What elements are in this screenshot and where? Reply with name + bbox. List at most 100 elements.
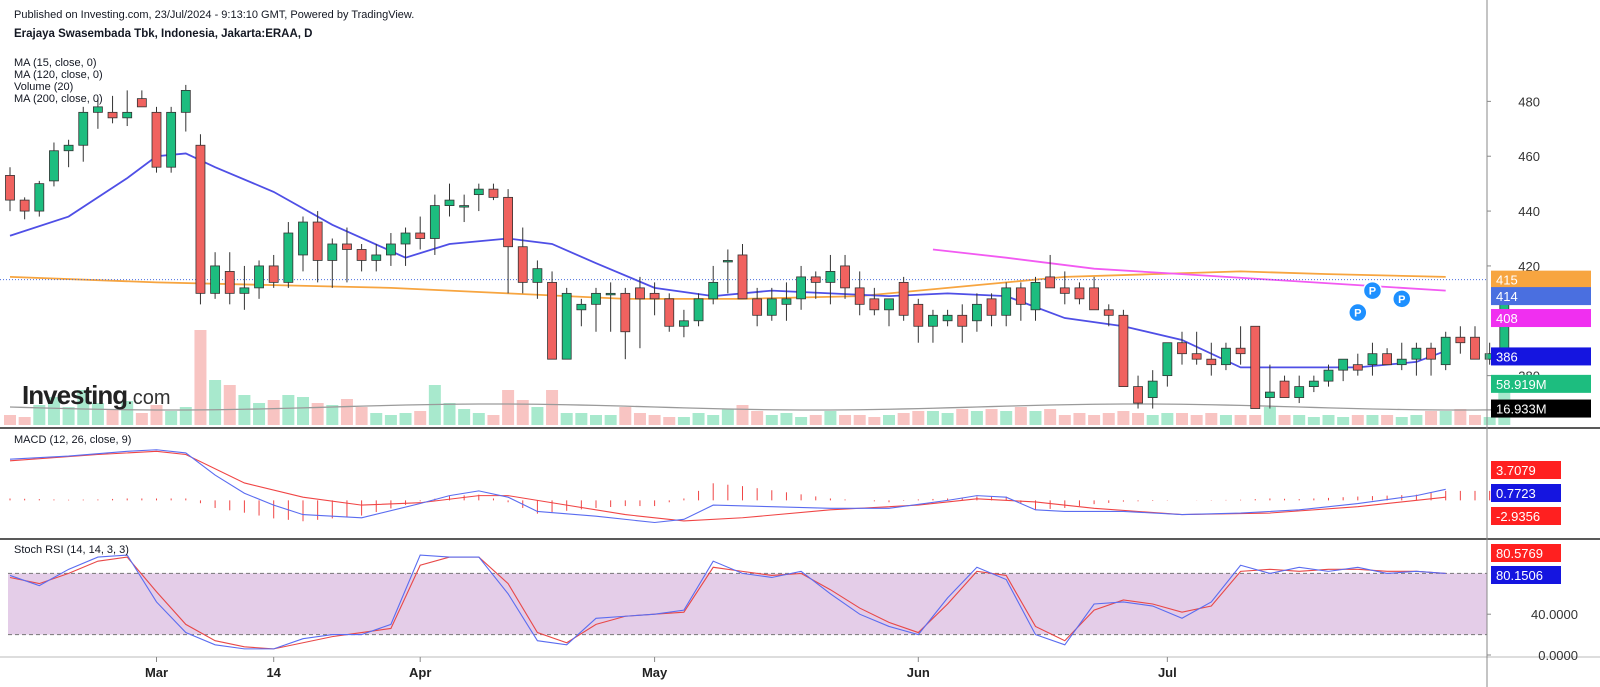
volume-bar <box>707 415 720 425</box>
stoch-value-box <box>1491 544 1561 562</box>
volume-bar <box>297 397 309 425</box>
volume-bar <box>326 405 339 425</box>
candle-body <box>107 111 118 119</box>
volume-bar <box>223 385 236 425</box>
candle-body <box>898 281 909 316</box>
volume-bar <box>4 415 16 425</box>
macd-value-text: 3.7079 <box>1496 463 1536 478</box>
candle-body <box>1440 336 1451 366</box>
candle-body <box>224 271 235 294</box>
time-tick-label: Jun <box>907 665 930 680</box>
candle-body <box>913 303 924 327</box>
volume-bar <box>604 415 617 425</box>
stoch-legend: Stoch RSI (14, 14, 3, 3) <box>14 544 129 556</box>
candle-body <box>1001 287 1012 316</box>
candle-body <box>342 243 352 250</box>
candle-body <box>1103 309 1114 316</box>
candle-body <box>854 287 865 305</box>
candle-body <box>400 232 411 245</box>
candle-body <box>532 268 543 283</box>
volume-bar <box>1146 415 1159 425</box>
candle-body <box>1235 347 1246 355</box>
candle-body <box>1367 353 1378 366</box>
volume-bar <box>912 411 925 425</box>
volume-bar <box>1395 417 1408 425</box>
volume-bar <box>692 413 705 425</box>
volume-bar <box>648 415 661 425</box>
volume-bar <box>1425 411 1438 425</box>
price-label-text: 58.919M <box>1496 377 1547 392</box>
candle-body <box>1250 325 1261 409</box>
candle-body <box>869 298 880 311</box>
volume-bar <box>1190 415 1203 425</box>
volume-bar <box>633 413 646 425</box>
volume-bar <box>399 413 412 425</box>
volume-bar <box>897 413 910 425</box>
macd-pane <box>9 449 1505 524</box>
volume-bar <box>238 395 251 425</box>
candle-body <box>1221 347 1231 366</box>
volume-bar <box>1058 415 1071 425</box>
candle-body <box>1030 281 1041 311</box>
candle-body <box>693 298 704 322</box>
volume-bar <box>1381 415 1394 425</box>
candle-body <box>1206 358 1217 366</box>
candle-body <box>1133 386 1143 404</box>
volume-bar <box>941 413 954 425</box>
macd-value-text: 0.7723 <box>1496 486 1536 501</box>
stoch-tick-label: 40.0000 <box>1531 607 1578 622</box>
candle-body <box>1147 380 1158 398</box>
volume-bar <box>619 407 632 425</box>
price-axis: 48046044042038041541440838658.919M16.933… <box>1486 0 1591 687</box>
volume-bar <box>91 403 104 425</box>
volume-bar <box>575 413 588 425</box>
volume-bar <box>502 390 515 425</box>
candle-body <box>1338 358 1349 371</box>
volume-bar <box>1483 417 1496 425</box>
volume-bar <box>956 409 969 425</box>
candle-body <box>722 260 733 263</box>
volume-bar <box>1176 413 1188 425</box>
candle-body <box>1352 364 1363 371</box>
macd-line <box>9 449 1446 524</box>
volume-bar <box>1014 407 1027 425</box>
price-label-text: 415 <box>1496 273 1518 288</box>
macd-value-box <box>1491 507 1561 525</box>
volume-bar <box>1088 415 1101 425</box>
time-tick-label: May <box>642 665 668 680</box>
volume-bar <box>33 405 46 425</box>
volume-bar <box>253 403 266 425</box>
volume-bar <box>1117 411 1130 425</box>
candle-body <box>1191 353 1202 360</box>
candle-body <box>444 199 455 206</box>
volume-bar <box>516 400 529 425</box>
volume-bar <box>795 417 808 425</box>
volume-bar <box>487 415 500 425</box>
candle-body <box>298 221 308 256</box>
stoch-value-text: 80.5769 <box>1496 546 1543 561</box>
volume-bar <box>282 395 295 425</box>
volume-bar <box>1205 413 1218 425</box>
volume-bar <box>209 380 222 425</box>
volume-bar <box>135 413 148 425</box>
volume-bar <box>824 411 837 425</box>
candle-body <box>825 271 836 283</box>
volume-bar <box>1439 411 1452 425</box>
candle-body <box>312 221 323 261</box>
candle-body <box>576 303 587 311</box>
volume-bar <box>1278 415 1291 425</box>
volume-bar <box>165 411 178 425</box>
candle-body <box>1015 287 1026 305</box>
volume-bar <box>970 411 983 425</box>
candle-body <box>517 246 528 283</box>
volume-bar <box>663 417 676 425</box>
candle-body <box>1089 287 1099 311</box>
volume-bar <box>883 415 895 425</box>
volume-bar <box>1322 415 1335 425</box>
candle-body <box>547 281 557 360</box>
candle-body <box>664 298 675 327</box>
candle-body <box>708 281 719 300</box>
stoch-band <box>8 573 1487 635</box>
candle-body <box>503 196 514 248</box>
candle-body <box>928 314 938 327</box>
